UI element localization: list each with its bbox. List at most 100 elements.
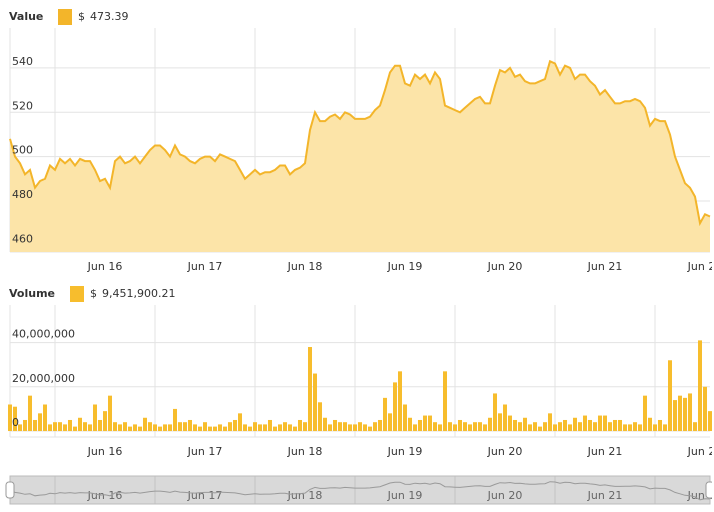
bar xyxy=(128,426,132,432)
bar xyxy=(178,422,182,432)
bar xyxy=(143,417,147,432)
bar xyxy=(443,371,447,432)
legend-swatch xyxy=(70,286,84,302)
navigator-handle[interactable] xyxy=(5,481,15,499)
bar xyxy=(523,417,527,432)
bar xyxy=(498,413,502,432)
bar xyxy=(58,422,62,432)
bar xyxy=(283,422,287,432)
navigator-label: Jun 20 xyxy=(487,489,523,502)
legend-value: 9,451,900.21 xyxy=(102,287,175,300)
bar xyxy=(543,422,547,432)
x-tick-label: Jun 16 xyxy=(87,260,123,273)
x-tick-label: Jun 21 xyxy=(587,260,623,273)
bar xyxy=(413,424,417,432)
bar xyxy=(163,424,167,432)
bar xyxy=(473,422,477,432)
legend-title: Value xyxy=(9,10,43,23)
bar xyxy=(243,424,247,432)
bar xyxy=(28,395,32,432)
bar xyxy=(603,415,607,432)
bar xyxy=(428,415,432,432)
bar xyxy=(338,422,342,432)
bar xyxy=(658,419,662,432)
bar xyxy=(558,422,562,432)
bar xyxy=(263,424,267,432)
bar xyxy=(538,426,542,432)
x-tick-label: Jun 18 xyxy=(287,445,323,458)
bar xyxy=(38,413,42,432)
bar xyxy=(48,424,52,432)
bar xyxy=(668,360,672,432)
bar xyxy=(318,402,322,432)
bar xyxy=(333,419,337,432)
bar xyxy=(433,422,437,432)
x-tick-label: Jun 20 xyxy=(487,260,523,273)
x-tick-label: Jun 18 xyxy=(287,260,323,273)
y-tick-label: 0 xyxy=(12,416,19,429)
navigator-handle[interactable] xyxy=(705,481,714,499)
bar xyxy=(188,419,192,432)
legend-currency: $ xyxy=(90,287,97,300)
bar xyxy=(363,424,367,432)
bar xyxy=(53,422,57,432)
bar xyxy=(508,415,512,432)
navigator-label: Jun 19 xyxy=(387,489,423,502)
x-tick-label: Jun 19 xyxy=(387,260,423,273)
x-tick-label: Jun 22 xyxy=(687,445,714,458)
legend-currency: $ xyxy=(78,10,85,23)
bar xyxy=(468,424,472,432)
bar xyxy=(173,408,177,432)
bar xyxy=(8,404,12,432)
bar xyxy=(18,424,22,432)
bar xyxy=(673,400,677,432)
bar xyxy=(478,422,482,432)
bar xyxy=(168,424,172,432)
bar xyxy=(23,419,27,432)
legend-value: 473.39 xyxy=(90,10,129,23)
bar xyxy=(238,413,242,432)
bar xyxy=(83,422,87,432)
bar xyxy=(453,424,457,432)
bar xyxy=(253,422,257,432)
bar xyxy=(73,426,77,432)
bar xyxy=(198,426,202,432)
bar xyxy=(208,426,212,432)
y-tick-label: 540 xyxy=(12,55,33,68)
bar xyxy=(308,347,312,432)
bar xyxy=(118,424,122,432)
bar xyxy=(13,406,17,432)
y-tick-label: 40,000,000 xyxy=(12,328,75,341)
bar xyxy=(648,417,652,432)
line xyxy=(9,59,711,227)
bar xyxy=(148,422,152,432)
bar xyxy=(463,422,467,432)
x-tick-label: Jun 19 xyxy=(387,445,423,458)
bar xyxy=(403,404,407,432)
y-tick-label: 500 xyxy=(12,144,33,157)
bar xyxy=(248,426,252,432)
y-tick-label: 480 xyxy=(12,188,33,201)
area xyxy=(10,61,710,252)
bar xyxy=(213,426,217,432)
bar xyxy=(608,422,612,432)
bar xyxy=(133,424,137,432)
x-tick-label: Jun 20 xyxy=(487,445,523,458)
bar xyxy=(488,417,492,432)
bar xyxy=(153,424,157,432)
bar xyxy=(288,424,292,432)
bar xyxy=(103,411,107,432)
bar xyxy=(218,424,222,432)
bar xyxy=(233,419,237,432)
bar xyxy=(158,426,162,432)
bar xyxy=(123,422,127,432)
bar xyxy=(583,415,587,432)
bar xyxy=(678,395,682,432)
bar xyxy=(568,424,572,432)
x-tick-label: Jun 17 xyxy=(187,260,223,273)
chart-root: Value $473.39 Jun 16 Jun 17 Jun 18 Jun 19 Jun … xyxy=(5,9,714,505)
bar xyxy=(323,417,327,432)
bar xyxy=(698,340,702,432)
y-tick-label: 460 xyxy=(12,232,33,245)
bar xyxy=(368,426,372,432)
